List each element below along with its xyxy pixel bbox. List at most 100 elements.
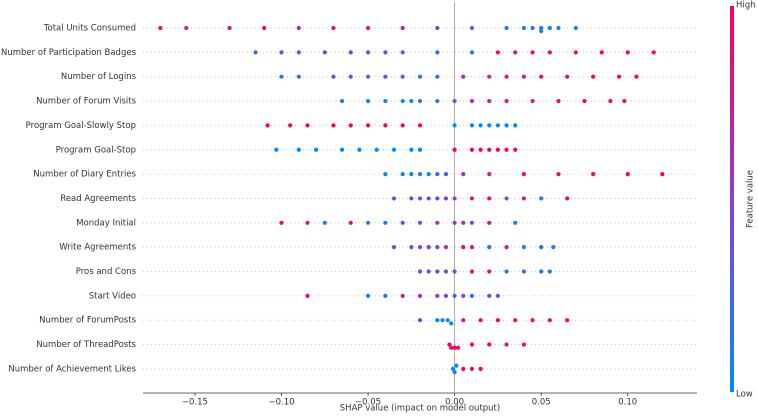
dot — [435, 269, 440, 274]
dot — [296, 147, 301, 152]
dot — [288, 123, 293, 128]
x-tick-label: −0.15 — [182, 398, 208, 408]
dot — [625, 172, 630, 177]
dot — [426, 172, 431, 177]
dot — [365, 25, 371, 31]
dot — [452, 269, 457, 274]
dot — [435, 74, 440, 79]
dot — [409, 245, 414, 250]
dot — [331, 25, 336, 31]
dot — [551, 245, 556, 250]
dot — [400, 172, 405, 177]
dot — [279, 220, 284, 225]
feature-label: Write Agreements — [59, 243, 136, 253]
dot — [365, 50, 371, 55]
dot — [435, 293, 440, 298]
dot — [660, 172, 665, 177]
dot — [547, 269, 552, 274]
dot — [435, 50, 440, 55]
feature-label: Number of Diary Entries — [33, 170, 136, 180]
feature-label: Number of Achievement Likes — [8, 364, 136, 374]
feature-label: Number of Participation Badges — [1, 48, 137, 58]
x-tick-label: 0.05 — [532, 398, 551, 408]
dot — [339, 147, 345, 152]
dot — [521, 342, 526, 347]
dot — [449, 321, 454, 326]
dot — [322, 220, 327, 225]
dot — [504, 123, 509, 128]
dot — [383, 74, 388, 79]
dot — [435, 98, 440, 104]
dot — [279, 74, 284, 79]
dot — [521, 74, 526, 79]
dot — [556, 172, 561, 177]
dot — [487, 98, 492, 104]
feature-label: Start Video — [89, 291, 136, 301]
feature-label: Total Units Consumed — [43, 24, 136, 34]
dot — [447, 342, 452, 347]
dot — [521, 269, 526, 274]
dot — [487, 123, 492, 128]
dot — [582, 98, 587, 104]
dot — [443, 245, 449, 250]
dot — [383, 220, 388, 225]
dot — [469, 220, 475, 225]
dot — [383, 50, 388, 55]
dot — [357, 147, 362, 152]
dot — [530, 25, 535, 31]
dot — [521, 196, 526, 201]
dot — [495, 293, 501, 298]
dot — [461, 74, 466, 79]
dot — [452, 220, 457, 225]
dot — [262, 25, 267, 31]
dot — [539, 269, 544, 274]
x-tick-label: −0.10 — [268, 398, 294, 408]
dot — [305, 123, 310, 128]
dot — [469, 366, 475, 371]
dot — [478, 318, 483, 323]
dot — [435, 196, 440, 201]
dot — [469, 147, 475, 152]
dot — [417, 318, 423, 323]
dot — [452, 196, 457, 201]
dot — [513, 318, 518, 323]
dot — [608, 98, 613, 104]
colorbar-label: Feature value — [746, 170, 756, 228]
dot — [504, 25, 509, 31]
dot — [556, 98, 561, 104]
dot — [469, 196, 475, 201]
x-tick-label: 0.10 — [618, 398, 637, 408]
dot — [469, 245, 475, 250]
dot — [547, 25, 552, 31]
dot — [487, 245, 492, 250]
dot — [452, 123, 457, 128]
dot — [365, 74, 371, 79]
dot — [296, 74, 301, 79]
dot — [495, 123, 501, 128]
dot — [455, 345, 461, 350]
dot — [530, 98, 535, 104]
dot — [417, 196, 423, 201]
dot — [391, 147, 397, 152]
dot — [279, 50, 284, 55]
dot — [348, 220, 353, 225]
dot — [265, 123, 270, 128]
dot — [391, 196, 397, 201]
dot — [435, 318, 440, 323]
dot — [495, 50, 501, 55]
dot — [487, 220, 492, 225]
dot — [365, 98, 371, 104]
dot — [400, 123, 405, 128]
dot — [539, 196, 544, 201]
dot — [452, 370, 457, 375]
dot — [331, 74, 336, 79]
dot — [530, 50, 535, 55]
feature-label: Program Goal-Stop — [56, 145, 136, 155]
dot — [478, 147, 483, 152]
dot — [539, 29, 544, 34]
dot — [383, 123, 388, 128]
dot — [348, 74, 353, 79]
dot — [547, 50, 552, 55]
dot — [409, 196, 414, 201]
